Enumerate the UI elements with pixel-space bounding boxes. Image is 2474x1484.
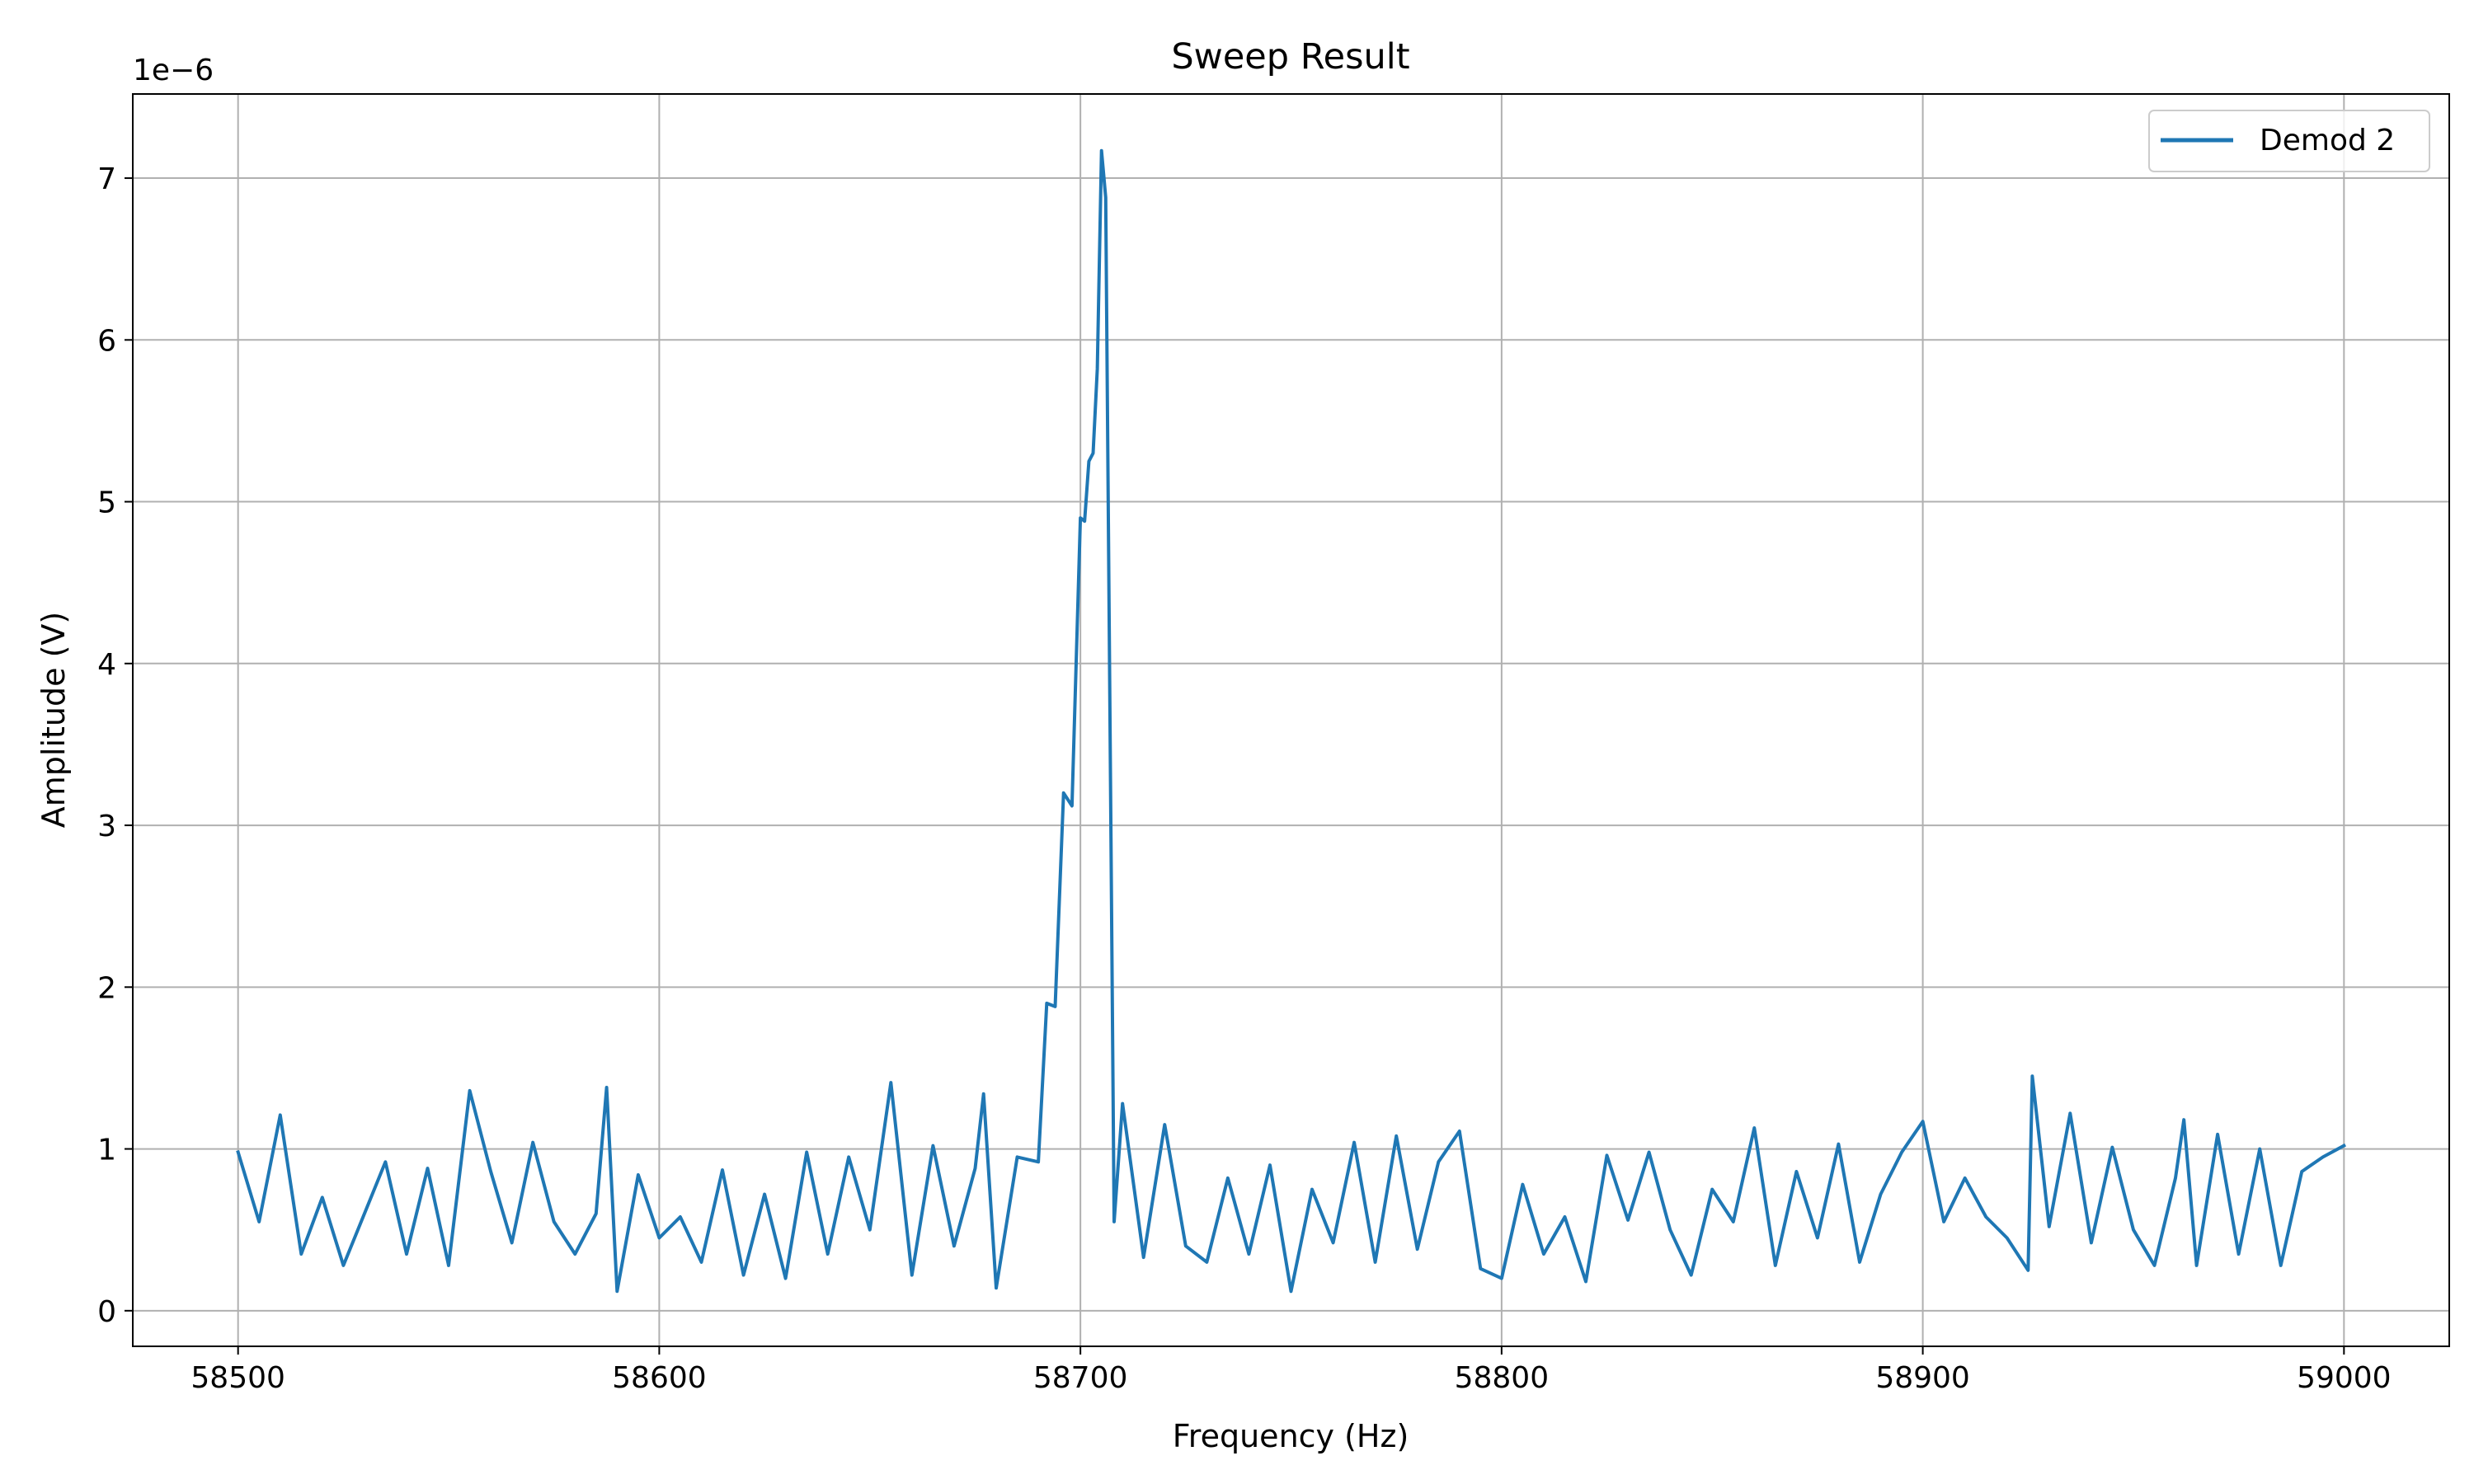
legend-label: Demod 2 <box>2260 124 2395 157</box>
y-tick-label: 2 <box>97 971 116 1005</box>
y-tick-label: 4 <box>97 648 116 682</box>
plot-series-group <box>236 148 2347 1294</box>
x-tick-label: 58900 <box>1875 1361 1970 1395</box>
grid-lines <box>133 94 2449 1346</box>
axis-ticks: 58500 58600 58700 58800 58900 59000 0 1 2 3 4 5 6 7 <box>97 162 2391 1395</box>
y-tick-label: 1 <box>97 1134 116 1167</box>
y-axis-label: Amplitude (V) <box>35 612 72 828</box>
y-tick-label: 0 <box>97 1295 116 1329</box>
y-tick-label: 5 <box>97 486 116 520</box>
x-axis-label: Frequency (Hz) <box>1173 1418 1409 1454</box>
y-axis-offset-text: 1e−6 <box>133 54 214 87</box>
legend: Demod 2 <box>2148 110 2430 172</box>
series-line-demod-2 <box>236 148 2347 1294</box>
x-tick-label: 59000 <box>2297 1361 2392 1395</box>
y-tick-label: 3 <box>97 810 116 843</box>
legend-frame <box>2148 110 2430 172</box>
axes-frame <box>132 93 2450 1347</box>
chart-title: Sweep Result <box>1171 36 1409 77</box>
x-tick-label: 58500 <box>190 1361 285 1395</box>
y-tick-label: 6 <box>97 324 116 358</box>
x-tick-label: 58800 <box>1455 1361 1550 1395</box>
x-tick-label: 58700 <box>1033 1361 1128 1395</box>
x-tick-label: 58600 <box>612 1361 707 1395</box>
y-tick-label: 7 <box>97 162 116 196</box>
